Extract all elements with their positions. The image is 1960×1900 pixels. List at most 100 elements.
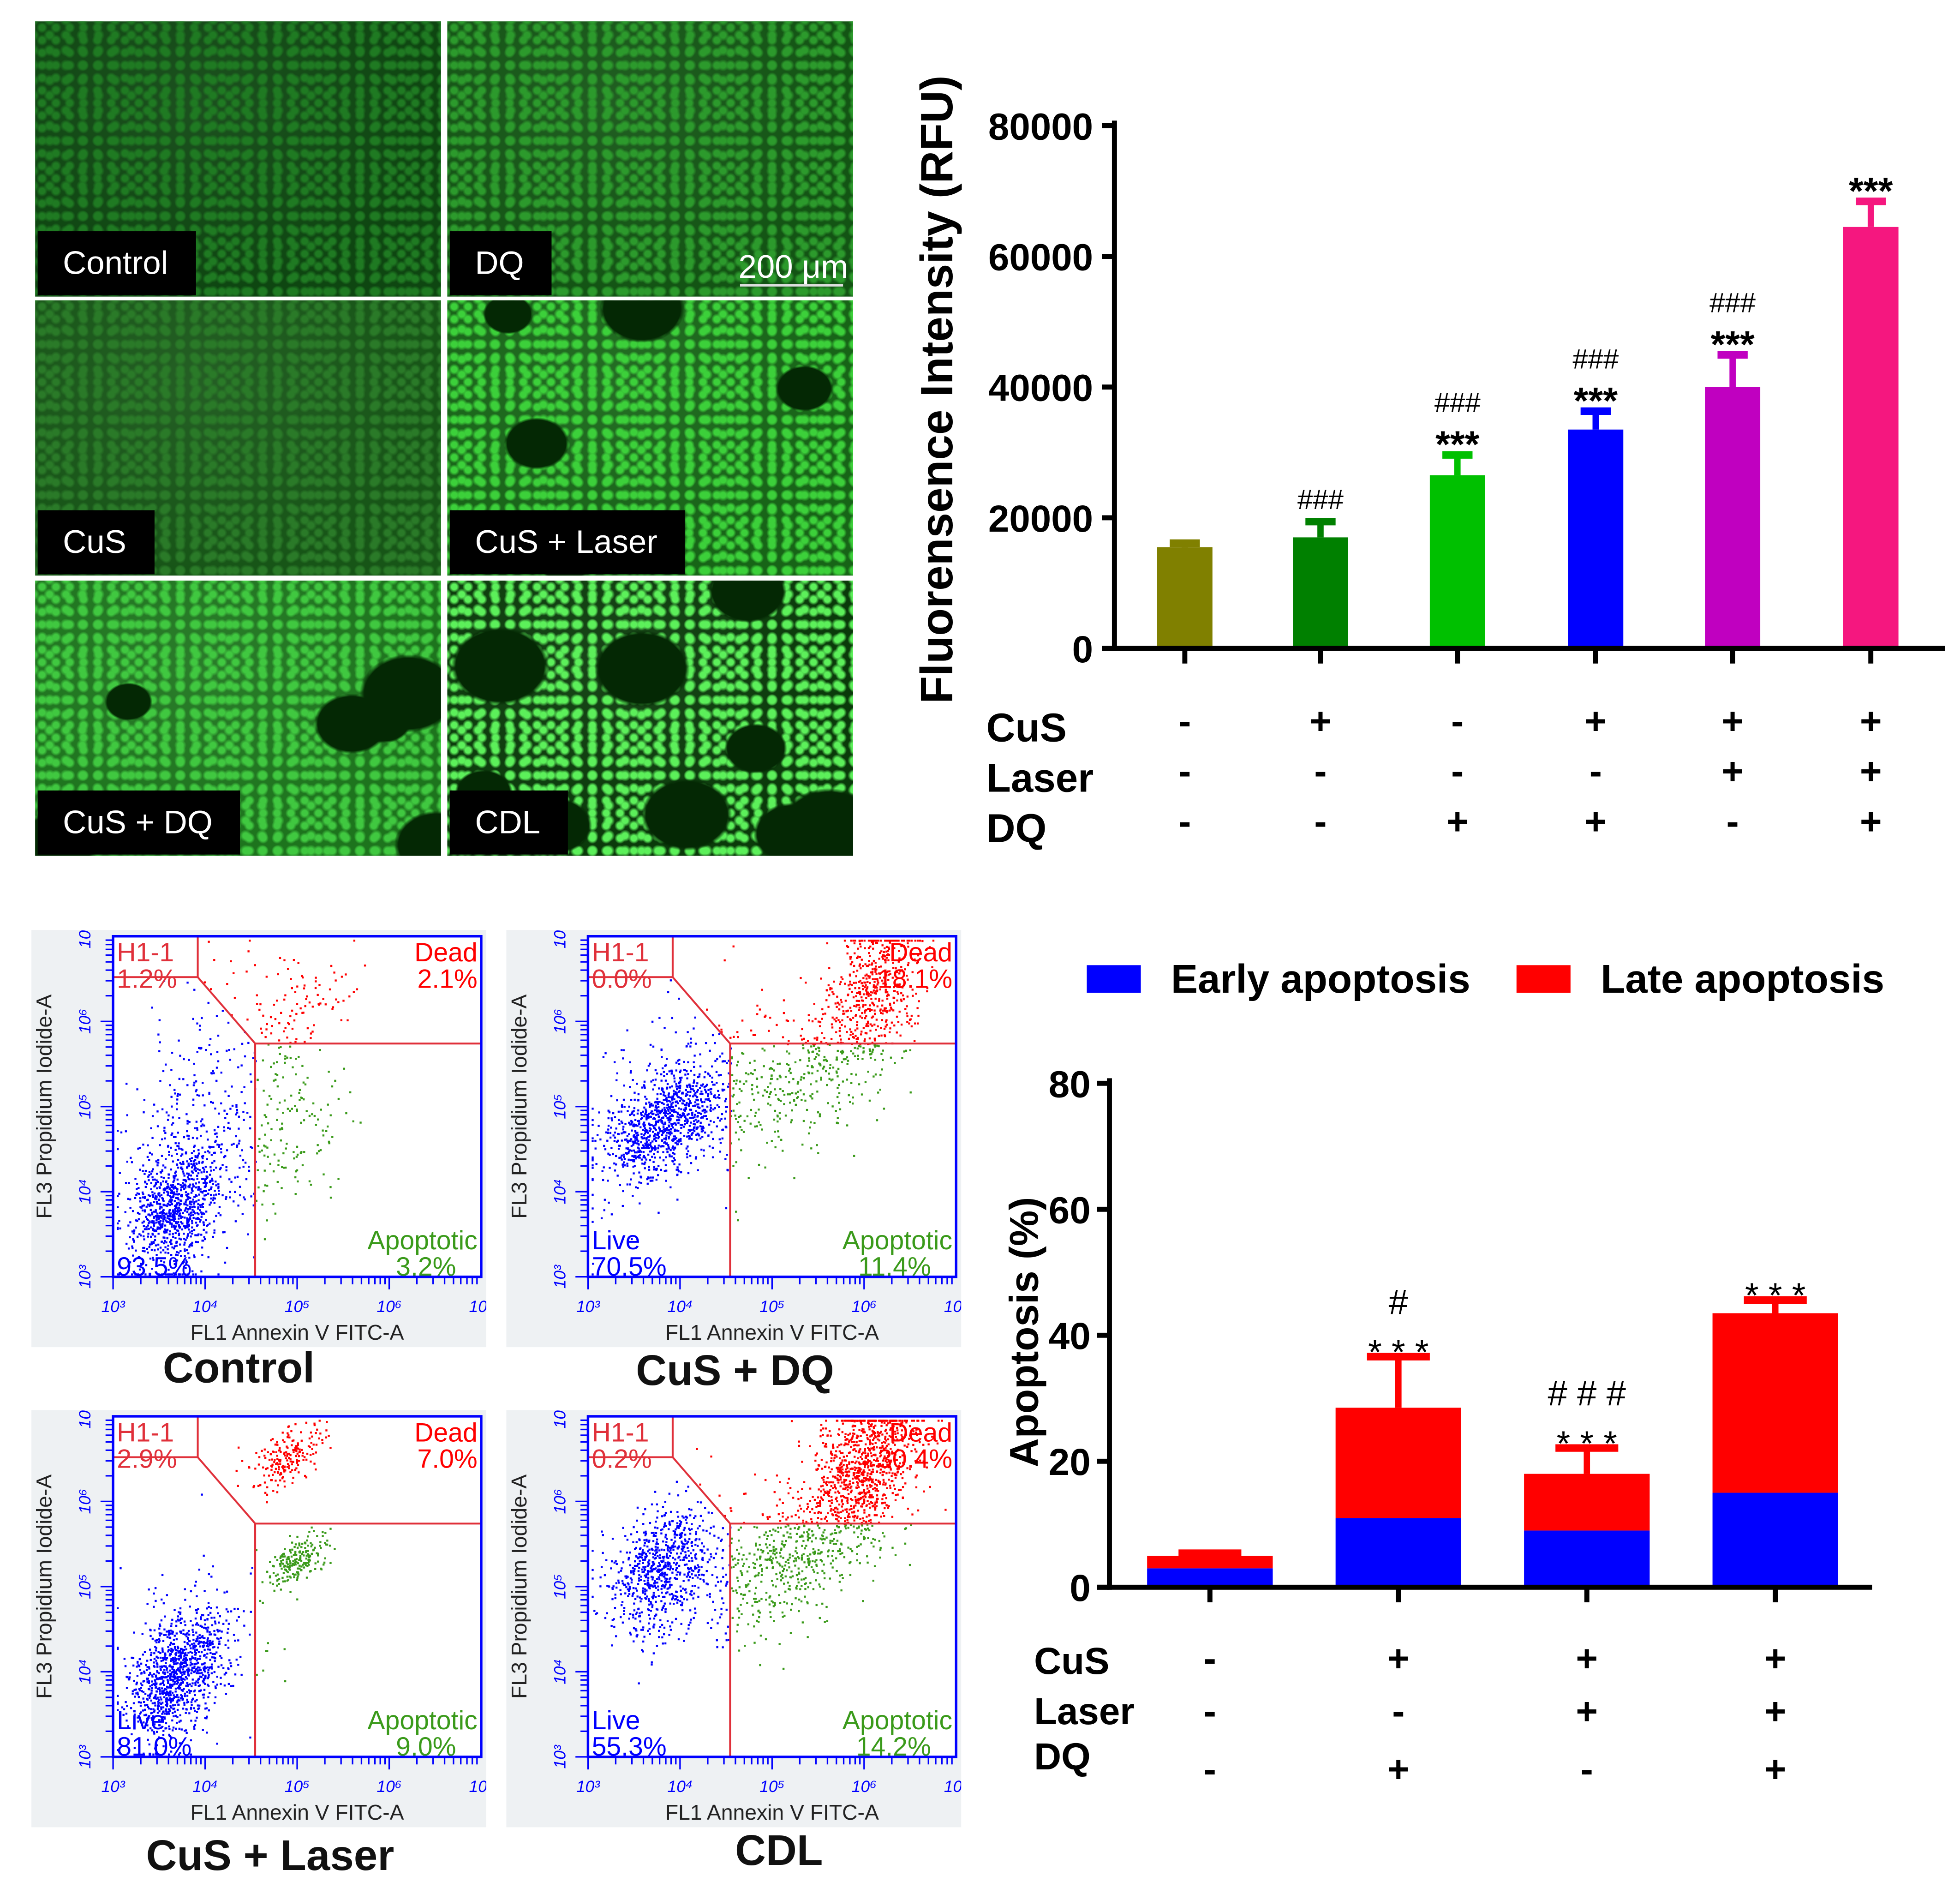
scatter-point bbox=[831, 1105, 833, 1107]
scatter-point bbox=[668, 1096, 669, 1098]
scatter-point bbox=[853, 1005, 855, 1007]
scatter-point bbox=[807, 1040, 809, 1042]
scatter-point bbox=[172, 1704, 174, 1706]
scatter-point bbox=[688, 1138, 690, 1139]
scatter-point bbox=[125, 1243, 127, 1245]
scatter-point bbox=[595, 1147, 597, 1149]
scatter-point bbox=[179, 1714, 181, 1716]
scatter-point bbox=[655, 1169, 657, 1171]
scatter-point bbox=[680, 1109, 682, 1110]
scatter-point bbox=[850, 1010, 852, 1012]
scatter-point bbox=[674, 1138, 676, 1140]
scatter-point bbox=[865, 984, 866, 986]
scatter-point bbox=[693, 1116, 695, 1118]
scatter-point bbox=[884, 947, 885, 949]
scatter-point bbox=[882, 1049, 884, 1051]
scatter-point bbox=[686, 1085, 688, 1086]
scatter-point bbox=[685, 1093, 687, 1095]
scatter-point bbox=[195, 1182, 197, 1184]
scatter-point bbox=[171, 1679, 173, 1681]
scatter-point bbox=[783, 1012, 785, 1014]
scatter-point bbox=[160, 1220, 161, 1222]
scatter-point bbox=[148, 1222, 149, 1224]
scatter-point bbox=[295, 1170, 297, 1172]
scatter-point bbox=[160, 1171, 161, 1173]
scatter-point bbox=[353, 940, 355, 941]
scatter-point bbox=[726, 1154, 728, 1156]
scatter-point bbox=[156, 1639, 158, 1641]
scatter-point bbox=[216, 1136, 218, 1138]
scatter-point bbox=[821, 1032, 823, 1034]
scatter-point bbox=[768, 1030, 770, 1032]
scatter-point bbox=[850, 1019, 852, 1021]
scatter-point bbox=[155, 1230, 157, 1232]
scatter-point bbox=[643, 1107, 645, 1109]
micrograph-control: Control bbox=[35, 21, 441, 296]
scatter-point bbox=[297, 1547, 299, 1549]
scatter-point bbox=[213, 1617, 215, 1618]
scatter-point bbox=[227, 1640, 229, 1642]
scatter-point bbox=[167, 1145, 169, 1147]
scatter-point bbox=[304, 1041, 305, 1043]
scatter-point bbox=[364, 965, 366, 966]
scatter-point bbox=[276, 1061, 278, 1063]
scatter-point bbox=[839, 1021, 841, 1023]
scatter-point bbox=[182, 1170, 184, 1172]
scatter-point bbox=[592, 1119, 593, 1121]
scatter-point bbox=[787, 1020, 789, 1022]
scatter-point bbox=[160, 1696, 161, 1698]
scatter-point bbox=[678, 1087, 680, 1089]
scatter-point bbox=[665, 1157, 667, 1158]
scatter-point bbox=[693, 1127, 695, 1129]
scatter-point bbox=[672, 1115, 674, 1117]
scatter-point bbox=[188, 1163, 190, 1164]
significance-label: ### bbox=[1434, 387, 1481, 418]
scatter-point bbox=[188, 1185, 190, 1187]
scatter-point bbox=[309, 1001, 311, 1003]
scatter-point bbox=[847, 1016, 849, 1018]
scatter-point bbox=[672, 1161, 674, 1163]
scatter-point bbox=[212, 1565, 214, 1567]
x-tick-label: 10⁵ bbox=[285, 1297, 310, 1316]
scatter-point bbox=[152, 1168, 154, 1170]
scatter-point bbox=[263, 1190, 264, 1192]
condition-sign: + bbox=[1387, 1748, 1410, 1790]
scatter-point bbox=[678, 1108, 680, 1109]
scatter-point bbox=[176, 1109, 178, 1110]
scatter-point bbox=[203, 1696, 204, 1698]
scatter-point bbox=[663, 1107, 665, 1109]
scatter-point bbox=[653, 1169, 655, 1170]
scatter-point bbox=[184, 1641, 185, 1643]
scatter-point bbox=[592, 1221, 593, 1223]
scatter-point bbox=[200, 1676, 202, 1678]
scatter-point bbox=[720, 1029, 722, 1031]
scatter-point bbox=[754, 1115, 756, 1117]
scatter-point bbox=[725, 1207, 727, 1209]
scatter-point bbox=[178, 1215, 180, 1217]
scatter-point bbox=[899, 1035, 901, 1037]
scatter-point bbox=[859, 991, 861, 993]
scatter-point bbox=[176, 1683, 178, 1684]
scatter-point bbox=[652, 1046, 654, 1048]
significance-label: *** bbox=[1435, 424, 1480, 466]
scatter-point bbox=[163, 1690, 165, 1691]
scatter-point bbox=[777, 1121, 778, 1122]
scatter-point bbox=[638, 1120, 640, 1122]
scatter-point bbox=[226, 1149, 228, 1151]
scatter-point bbox=[718, 1106, 720, 1108]
scatter-point bbox=[133, 1631, 135, 1633]
scatter-point bbox=[174, 1675, 176, 1677]
scatter-point bbox=[132, 1665, 134, 1666]
scatter-point bbox=[208, 1606, 209, 1608]
scatter-point bbox=[801, 1144, 803, 1145]
significance-label: # bbox=[1389, 1283, 1409, 1322]
scatter-point bbox=[777, 1063, 778, 1065]
scatter-point bbox=[911, 1015, 913, 1017]
scatter-point bbox=[791, 1119, 793, 1121]
scatter-point bbox=[316, 1152, 318, 1154]
scatter-point bbox=[183, 1688, 185, 1690]
scatter-point bbox=[307, 1545, 309, 1546]
scatter-point bbox=[651, 1021, 653, 1023]
scatter-point bbox=[701, 1105, 703, 1107]
scatter-point bbox=[657, 1121, 659, 1123]
